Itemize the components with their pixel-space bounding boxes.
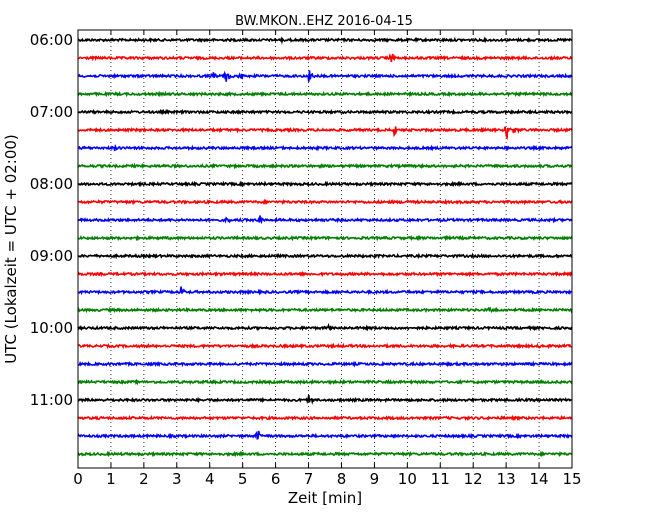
- trace-1100: [77, 394, 573, 405]
- trace-0730: [77, 143, 573, 152]
- trace-0845: [77, 234, 573, 242]
- trace-0600: [77, 36, 573, 45]
- x-tick-label: 6: [271, 470, 281, 488]
- y-tick-label: 06:00: [30, 31, 73, 49]
- trace-0915: [77, 270, 573, 278]
- trace-0745: [77, 162, 573, 170]
- trace-1030: [77, 360, 573, 368]
- trace-0830: [77, 215, 573, 225]
- y-tick-label: 08:00: [30, 175, 73, 193]
- y-tick-label: 07:00: [30, 103, 73, 121]
- trace-0800: [77, 180, 573, 188]
- y-tick-label: 09:00: [30, 247, 73, 265]
- x-axis-ticks: 0 1 2 3 4 5 6 7 8 9 10 11 12 13 14 15: [73, 30, 582, 488]
- x-tick-label: 7: [304, 470, 314, 488]
- trace-1045: [77, 378, 573, 386]
- chart-title: BW.MKON..EHZ 2016-04-15: [235, 14, 413, 29]
- x-tick-label: 11: [431, 470, 450, 488]
- y-axis-label: UTC (Lokalzeit = UTC + 02:00): [2, 134, 20, 364]
- x-tick-label: 9: [370, 470, 380, 488]
- x-tick-label: 14: [530, 470, 549, 488]
- trace-0900: [77, 252, 573, 260]
- x-tick-label: 2: [139, 470, 149, 488]
- x-tick-label: 13: [497, 470, 516, 488]
- x-tick-label: 0: [73, 470, 83, 488]
- y-tick-label: 10:00: [30, 319, 73, 337]
- trace-0815: [77, 198, 573, 206]
- x-tick-label: 5: [238, 470, 248, 488]
- x-tick-label: 8: [337, 470, 347, 488]
- trace-lines: [77, 36, 573, 458]
- trace-1000: [77, 322, 573, 332]
- trace-0945: [77, 306, 573, 314]
- y-tick-label: 11:00: [30, 391, 73, 409]
- x-tick-label: 3: [172, 470, 182, 488]
- y-axis-ticks: 06:00 07:00 08:00 09:00 10:00 11:00: [30, 31, 572, 409]
- trace-0700: [77, 108, 573, 116]
- x-tick-label: 4: [205, 470, 215, 488]
- trace-0930: [77, 286, 573, 296]
- trace-0715: [77, 126, 573, 141]
- trace-0645: [77, 90, 573, 98]
- trace-1115: [77, 414, 573, 422]
- trace-1145: [77, 450, 573, 458]
- x-tick-label: 1: [106, 470, 116, 488]
- x-tick-label: 12: [464, 470, 483, 488]
- trace-0615: [77, 53, 573, 62]
- trace-1015: [77, 342, 573, 350]
- x-tick-label: 15: [562, 470, 581, 488]
- x-tick-label: 10: [398, 470, 417, 488]
- plot-frame: [77, 29, 573, 469]
- x-axis-label: Zeit [min]: [288, 489, 362, 507]
- trace-1130: [77, 430, 573, 440]
- trace-0630: [77, 70, 573, 82]
